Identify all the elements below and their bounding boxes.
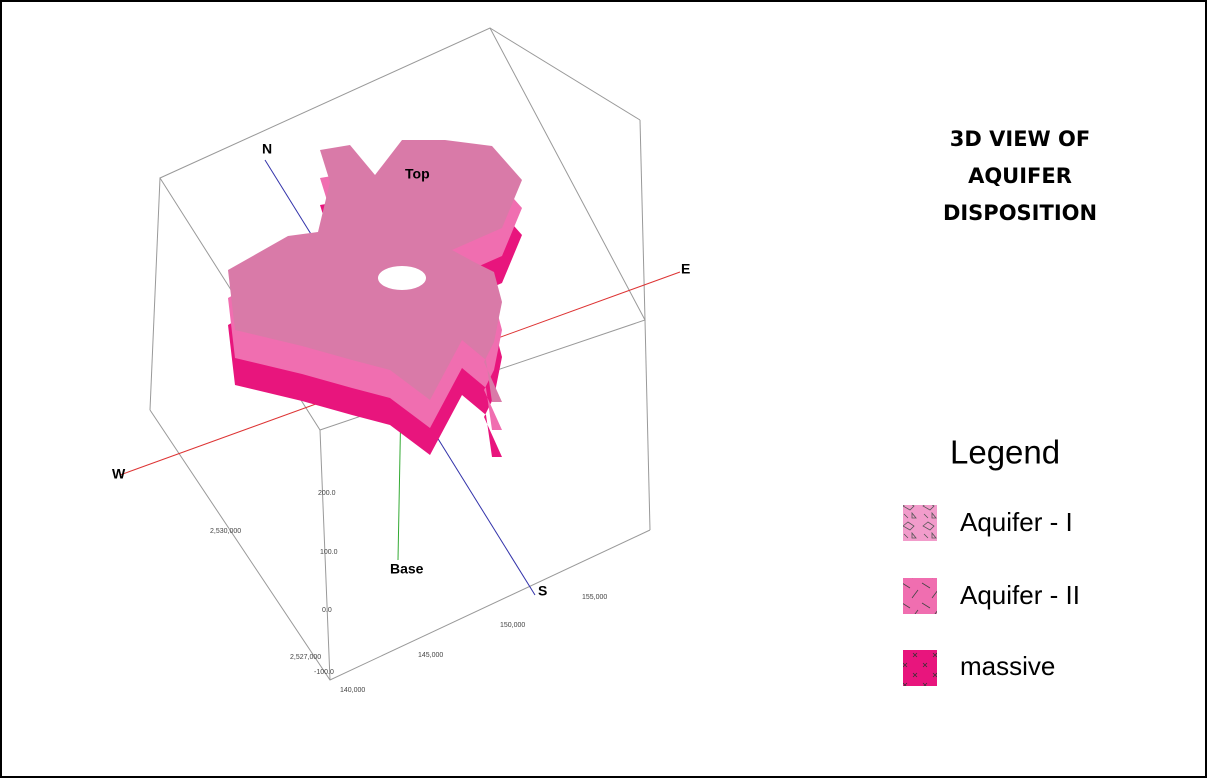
tick-label: 150,000 <box>500 622 525 629</box>
title-line: 3D VIEW OF <box>950 127 1090 151</box>
axis-label: Base <box>390 561 424 577</box>
tick-label: 140,000 <box>340 687 365 694</box>
legend-label: Aquifer - I <box>960 507 1073 537</box>
axis-label: N <box>262 141 272 157</box>
tick-label: 2,530,000 <box>210 528 241 535</box>
legend-swatch <box>903 650 937 686</box>
tick-label: 145,000 <box>418 652 443 659</box>
tick-label: 100.0 <box>320 549 338 556</box>
axis-label: S <box>538 583 547 599</box>
axis-label: Top <box>405 166 430 182</box>
legend-label: Aquifer - II <box>960 580 1080 610</box>
legend-swatch <box>903 505 937 541</box>
tick-label: 0.0 <box>322 607 332 614</box>
tick-label: 200.0 <box>318 490 336 497</box>
legend-swatch <box>903 578 937 614</box>
title-line: AQUIFER <box>968 164 1072 188</box>
axis-label: E <box>681 261 690 277</box>
tick-label: 155,000 <box>582 594 607 601</box>
axis-label: W <box>112 466 126 482</box>
legend-label: massive <box>960 651 1055 681</box>
aquifer-body <box>228 140 522 457</box>
tick-label: -100.0 <box>314 669 334 676</box>
tick-label: 2,527,000 <box>290 654 321 661</box>
title-line: DISPOSITION <box>943 201 1097 225</box>
legend-title: Legend <box>950 434 1060 471</box>
